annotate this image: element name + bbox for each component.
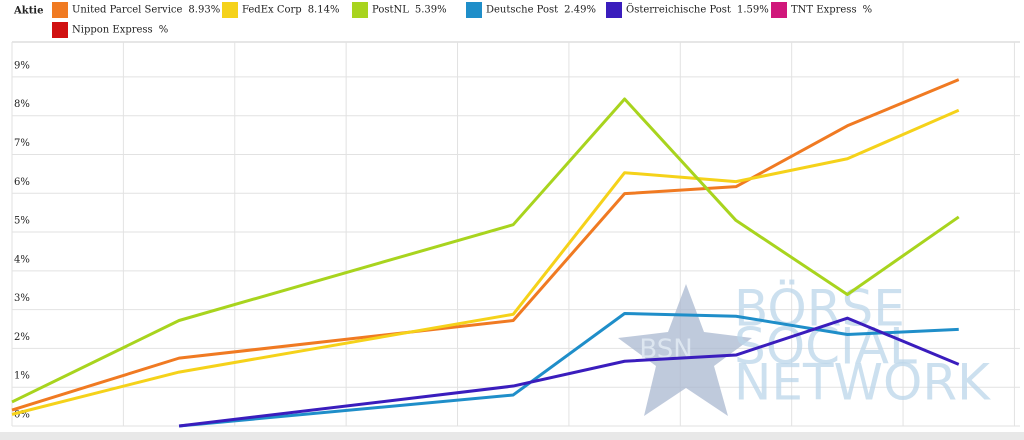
legend-swatch bbox=[222, 2, 238, 18]
line bbox=[11, 108, 960, 416]
legend-swatch bbox=[771, 2, 787, 18]
watermark-text: NETWORK bbox=[734, 354, 991, 412]
legend-value: 8.14% bbox=[308, 5, 340, 16]
line bbox=[178, 316, 960, 428]
legend-value: 2.49% bbox=[564, 5, 596, 16]
line bbox=[11, 97, 960, 404]
legend-swatch bbox=[466, 2, 482, 18]
y-tick-label: 4% bbox=[14, 254, 30, 265]
legend-swatch bbox=[52, 2, 68, 18]
legend-value: % bbox=[863, 5, 873, 16]
legend-value: % bbox=[159, 25, 169, 36]
legend-value: 1.59% bbox=[737, 5, 769, 16]
y-tick-label: 5% bbox=[14, 216, 30, 227]
legend-swatch bbox=[352, 2, 368, 18]
legend-label: PostNL bbox=[372, 5, 409, 16]
legend-label: Österreichische Post bbox=[626, 4, 731, 16]
legend-label: FedEx Corp bbox=[242, 5, 302, 16]
line bbox=[178, 312, 959, 428]
watermark: BSN BÖRSE SOCIAL NETWORK bbox=[618, 280, 991, 416]
legend-label: Nippon Express bbox=[72, 25, 153, 36]
legend-swatch bbox=[606, 2, 622, 18]
y-tick-label: 6% bbox=[14, 177, 30, 188]
legend-value: 5.39% bbox=[415, 5, 447, 16]
y-tick-label: 2% bbox=[14, 332, 30, 343]
line bbox=[11, 78, 960, 412]
legend-label: Deutsche Post bbox=[486, 5, 558, 16]
legend-value: 8.93% bbox=[188, 5, 220, 16]
y-tick-label: 7% bbox=[14, 138, 30, 149]
watermark-star bbox=[618, 284, 752, 416]
legend-label: United Parcel Service bbox=[72, 5, 182, 16]
legend-title: Aktie bbox=[13, 6, 43, 17]
y-tick-label: 1% bbox=[14, 371, 30, 382]
scroll-bar bbox=[0, 432, 1024, 440]
y-tick-label: 9% bbox=[14, 60, 30, 71]
legend-label: TNT Express bbox=[791, 5, 857, 16]
legend-swatch bbox=[52, 22, 68, 38]
y-tick-label: 3% bbox=[14, 293, 30, 304]
y-tick-label: 0% bbox=[14, 410, 30, 421]
y-tick-label: 8% bbox=[14, 99, 30, 110]
